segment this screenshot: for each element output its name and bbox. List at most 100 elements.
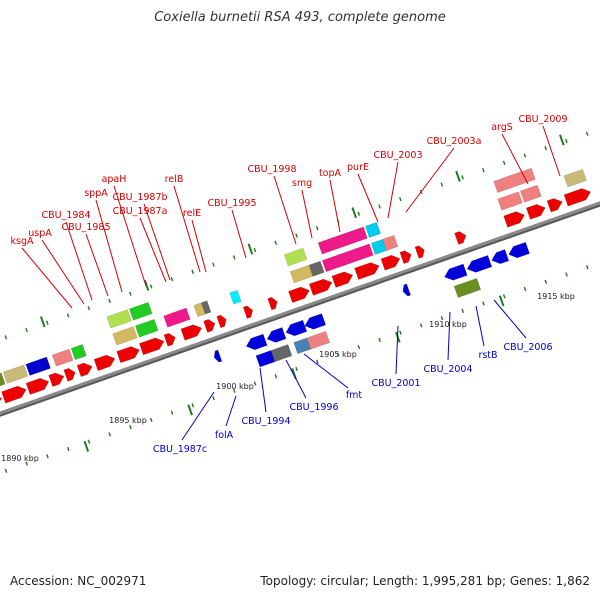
gene-label-cbu-1987a[interactable]: CBU_1987a [113, 206, 168, 217]
forward-gene-arrow[interactable] [563, 186, 593, 207]
reverse-gene-box[interactable] [453, 278, 482, 298]
forward-gene-arrow[interactable] [526, 202, 547, 220]
forward-gene-box[interactable] [289, 264, 314, 284]
gene-label-cbu-1987c[interactable]: CBU_1987c [153, 444, 207, 455]
forward-gene-box[interactable] [112, 326, 138, 346]
reverse-gene-arrow[interactable] [284, 319, 308, 338]
reverse-gene-arrow[interactable] [303, 313, 326, 332]
reverse-gene-arrow[interactable] [212, 349, 223, 363]
forward-gene-arrow[interactable] [267, 296, 280, 311]
forward-gene-box[interactable] [70, 344, 87, 361]
forward-gene-box[interactable] [493, 167, 536, 193]
forward-gene-box[interactable] [129, 301, 153, 321]
forward-gene-box[interactable] [0, 372, 6, 393]
reverse-gene-box[interactable] [270, 344, 293, 363]
forward-gene-arrow[interactable] [242, 305, 255, 319]
forward-gene-box[interactable] [106, 309, 132, 329]
gene-label-uspa[interactable]: uspA [28, 228, 52, 239]
forward-gene-arrow[interactable] [116, 344, 142, 364]
reverse-gene-arrow[interactable] [490, 249, 510, 266]
kbp-scale-label: 1905 kbp [319, 350, 357, 359]
forward-gene-arrow[interactable] [180, 322, 204, 341]
forward-gene-arrow[interactable] [399, 249, 413, 264]
scale-tick [316, 359, 319, 364]
reverse-gene-arrow[interactable] [401, 283, 411, 297]
forward-gene-arrow[interactable] [163, 332, 177, 347]
forward-gene-box[interactable] [25, 356, 51, 376]
reverse-gene-arrow[interactable] [244, 333, 268, 352]
forward-gene-box[interactable] [497, 191, 523, 211]
forward-gene-box[interactable] [364, 221, 381, 238]
gene-label-rstb[interactable]: rstB [478, 350, 497, 361]
forward-gene-box[interactable] [563, 168, 587, 188]
forward-gene-box[interactable] [134, 318, 159, 338]
gene-label-cbu-2001[interactable]: CBU_2001 [371, 378, 420, 389]
forward-gene-box[interactable] [321, 243, 374, 273]
forward-gene-arrow[interactable] [25, 376, 51, 395]
gene-label-rele[interactable]: relE [183, 208, 201, 219]
scale-tick-major [39, 316, 46, 328]
reverse-gene-arrow[interactable] [465, 255, 493, 274]
gene-label-cbu-1987b[interactable]: CBU_1987b [112, 192, 167, 203]
gene-label-cbu-1984[interactable]: CBU_1984 [41, 210, 90, 221]
forward-gene-box[interactable] [2, 364, 29, 384]
forward-gene-box[interactable] [317, 226, 368, 255]
scale-tick [544, 146, 547, 151]
gene-label-relb[interactable]: relB [165, 174, 184, 185]
scale-tick [87, 439, 91, 444]
gene-label-fmt[interactable]: fmt [346, 390, 363, 401]
forward-gene-arrow[interactable] [546, 196, 564, 213]
gene-label-cbu-1994[interactable]: CBU_1994 [241, 416, 290, 427]
forward-gene-arrow[interactable] [203, 318, 217, 333]
forward-gene-box[interactable] [51, 348, 74, 367]
forward-gene-arrow[interactable] [76, 361, 94, 377]
gene-label-cbu-1998[interactable]: CBU_1998 [247, 164, 296, 175]
scale-tick [357, 345, 361, 350]
gene-label-smg[interactable]: smg [292, 178, 312, 189]
gene-label-topa[interactable]: topA [319, 168, 342, 179]
reverse-gene-box[interactable] [306, 330, 331, 350]
forward-gene-arrow[interactable] [308, 277, 334, 296]
forward-gene-arrow[interactable] [139, 336, 166, 356]
forward-gene-arrow[interactable] [93, 353, 117, 372]
gene-label-sppa[interactable]: sppA [84, 188, 108, 199]
forward-gene-box[interactable] [201, 300, 212, 315]
gene-label-cbu-1985[interactable]: CBU_1985 [61, 222, 110, 233]
forward-gene-arrow[interactable] [1, 384, 29, 404]
forward-gene-arrow[interactable] [414, 244, 427, 259]
forward-gene-arrow[interactable] [354, 260, 382, 280]
forward-gene-box[interactable] [308, 260, 325, 277]
gene-label-fola[interactable]: folA [215, 430, 234, 441]
forward-gene-arrow[interactable] [331, 270, 355, 288]
scale-tick [482, 167, 485, 173]
forward-gene-box[interactable] [229, 289, 242, 305]
forward-gene-box[interactable] [163, 307, 191, 328]
gene-label-args[interactable]: argS [491, 122, 513, 133]
scale-tick [585, 131, 589, 136]
gene-label-cbu-1996[interactable]: CBU_1996 [289, 402, 338, 413]
reverse-gene-arrow[interactable] [443, 263, 468, 283]
forward-gene-box[interactable] [283, 247, 308, 267]
reverse-gene-arrow[interactable] [507, 241, 530, 260]
gene-label-cbu-2003[interactable]: CBU_2003 [373, 150, 422, 161]
forward-gene-arrow[interactable] [63, 367, 77, 382]
gene-label-leader [191, 219, 207, 273]
gene-label-ksga[interactable]: ksgA [11, 236, 34, 247]
forward-gene-box[interactable] [520, 184, 542, 203]
gene-label-apah[interactable]: apaH [102, 174, 127, 185]
gene-label-cbu-1995[interactable]: CBU_1995 [207, 198, 256, 209]
gene-label-cbu-2003a[interactable]: CBU_2003a [427, 136, 482, 147]
gene-label-pure[interactable]: purE [347, 162, 369, 173]
forward-gene-arrow[interactable] [48, 371, 66, 387]
reverse-gene-arrow[interactable] [265, 327, 287, 344]
forward-gene-arrow[interactable] [380, 253, 402, 271]
forward-gene-arrow[interactable] [503, 209, 527, 228]
gene-label-cbu-2006[interactable]: CBU_2006 [503, 342, 552, 353]
forward-gene-box[interactable] [382, 235, 399, 251]
gene-label-cbu-2009[interactable]: CBU_2009 [518, 114, 567, 125]
gene-label-cbu-2004[interactable]: CBU_2004 [423, 364, 472, 375]
scale-tick [399, 330, 402, 335]
forward-gene-arrow[interactable] [454, 230, 468, 245]
forward-gene-arrow[interactable] [216, 314, 229, 329]
forward-gene-arrow[interactable] [288, 285, 311, 303]
